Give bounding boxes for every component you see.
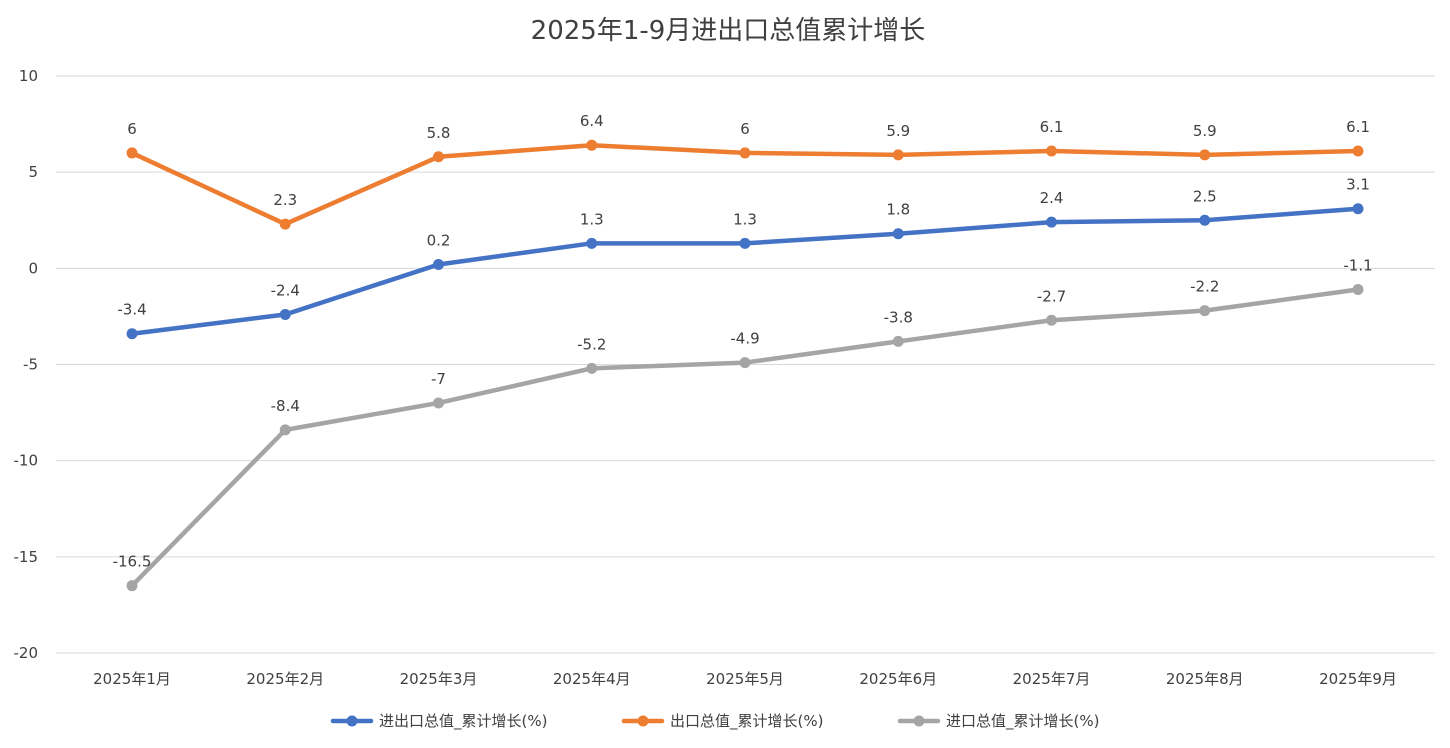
data-point (586, 362, 598, 374)
data-label: 2.3 (273, 191, 297, 209)
data-label: 1.3 (733, 210, 757, 228)
data-label: 6.1 (1040, 118, 1064, 136)
data-label: 6 (127, 120, 137, 138)
legend-item: 进口总值_累计增长(%) (897, 712, 1099, 731)
legend-label: 进出口总值_累计增长(%) (379, 712, 547, 731)
data-label: -7 (431, 370, 446, 388)
data-point (1046, 145, 1057, 157)
series-0: -3.4 -2.4 0.2 1.3 1.3 1.8 2.4 2.5 3.1 (117, 176, 1370, 340)
data-label: 6 (740, 120, 750, 138)
y-axis-ticks: 10 5 0 -5 -10 -15 -20 (14, 67, 39, 662)
data-point (279, 308, 291, 320)
legend-label: 出口总值_累计增长(%) (670, 712, 823, 731)
data-label: -1.1 (1343, 256, 1372, 274)
legend-swatch-marker (346, 715, 358, 727)
data-label: 0.2 (427, 231, 451, 249)
data-label: -4.9 (730, 330, 759, 348)
data-label: 2.4 (1040, 189, 1064, 207)
data-label: 3.1 (1346, 176, 1370, 194)
data-label: 2.5 (1193, 187, 1217, 205)
data-point (1199, 149, 1211, 161)
data-label: 5.8 (427, 124, 451, 142)
data-point (739, 147, 751, 159)
data-point (126, 328, 138, 340)
series-2: -16.5 -8.4 -7 -5.2 -4.9 -3.8 -2.7 -2.2 -1.1 (113, 256, 1373, 592)
data-point (586, 237, 598, 249)
data-point (1199, 305, 1211, 317)
data-point (1352, 145, 1364, 157)
data-label: -2.2 (1190, 278, 1219, 296)
data-point (279, 424, 291, 436)
data-label: -8.4 (271, 397, 300, 415)
data-label: -16.5 (113, 553, 152, 571)
data-point (1046, 216, 1057, 228)
data-label: 5.9 (1193, 122, 1217, 140)
chart-title: 2025年1-9月进出口总值累计增长 (531, 16, 926, 46)
data-point (1199, 214, 1211, 226)
x-tick-label: 2025年8月 (1166, 670, 1244, 688)
y-tick-label: -20 (14, 644, 39, 662)
x-tick-label: 2025年1月 (93, 670, 171, 688)
data-point (586, 139, 598, 151)
data-label: 6.4 (580, 112, 604, 130)
data-label: -2.4 (271, 281, 300, 299)
x-tick-label: 2025年7月 (1013, 670, 1091, 688)
y-tick-label: 10 (19, 67, 38, 85)
data-point (433, 258, 444, 270)
data-point (126, 147, 138, 159)
y-tick-label: -15 (14, 548, 39, 566)
series-1: 6 2.3 5.8 6.4 6 5.9 6.1 5.9 6.1 (126, 112, 1370, 230)
x-tick-label: 2025年5月 (706, 670, 784, 688)
data-point (279, 218, 291, 230)
data-point (739, 357, 751, 369)
y-tick-label: -5 (23, 356, 38, 374)
data-label: 6.1 (1346, 118, 1370, 136)
legend-swatch-marker (913, 715, 925, 727)
y-tick-label: 0 (28, 259, 38, 277)
data-label: 1.8 (886, 201, 910, 219)
legend-label: 进口总值_累计增长(%) (946, 712, 1099, 731)
series-group: -3.4-2.40.21.3 1.31.82.4 2.53.162.35.86.4 6… (113, 112, 1373, 592)
data-point (1352, 203, 1364, 215)
x-tick-label: 2025年4月 (553, 670, 631, 688)
x-tick-label: 2025年3月 (400, 670, 478, 688)
legend-item: 进出口总值_累计增长(%) (330, 712, 547, 731)
data-point (892, 335, 904, 347)
y-tick-label: -10 (14, 452, 39, 470)
legend: 进出口总值_累计增长(%) 出口总值_累计增长(%) 进口总值_累计增长(%) (330, 712, 1099, 731)
data-label: 5.9 (886, 122, 910, 140)
data-point (126, 580, 138, 592)
data-point (433, 397, 444, 409)
x-axis-ticks: 2025年1月 2025年2月 2025年3月 2025年4月 2025年5月 2025年… (93, 670, 1397, 688)
data-point (1046, 314, 1057, 326)
legend-swatch-marker (637, 715, 649, 727)
data-point (433, 151, 444, 163)
data-point (892, 228, 904, 240)
x-tick-label: 2025年9月 (1319, 670, 1397, 688)
legend-item: 出口总值_累计增长(%) (621, 712, 823, 731)
x-tick-label: 2025年2月 (246, 670, 324, 688)
y-tick-label: 5 (28, 163, 38, 181)
data-point (739, 237, 751, 249)
data-point (1352, 283, 1364, 295)
data-label: 1.3 (580, 210, 604, 228)
data-label: -3.8 (884, 308, 913, 326)
data-label: -5.2 (577, 335, 606, 353)
data-label: -2.7 (1037, 287, 1066, 305)
data-point (892, 149, 904, 161)
gridlines (56, 75, 1435, 654)
data-label: -3.4 (117, 301, 146, 319)
x-tick-label: 2025年6月 (859, 670, 937, 688)
